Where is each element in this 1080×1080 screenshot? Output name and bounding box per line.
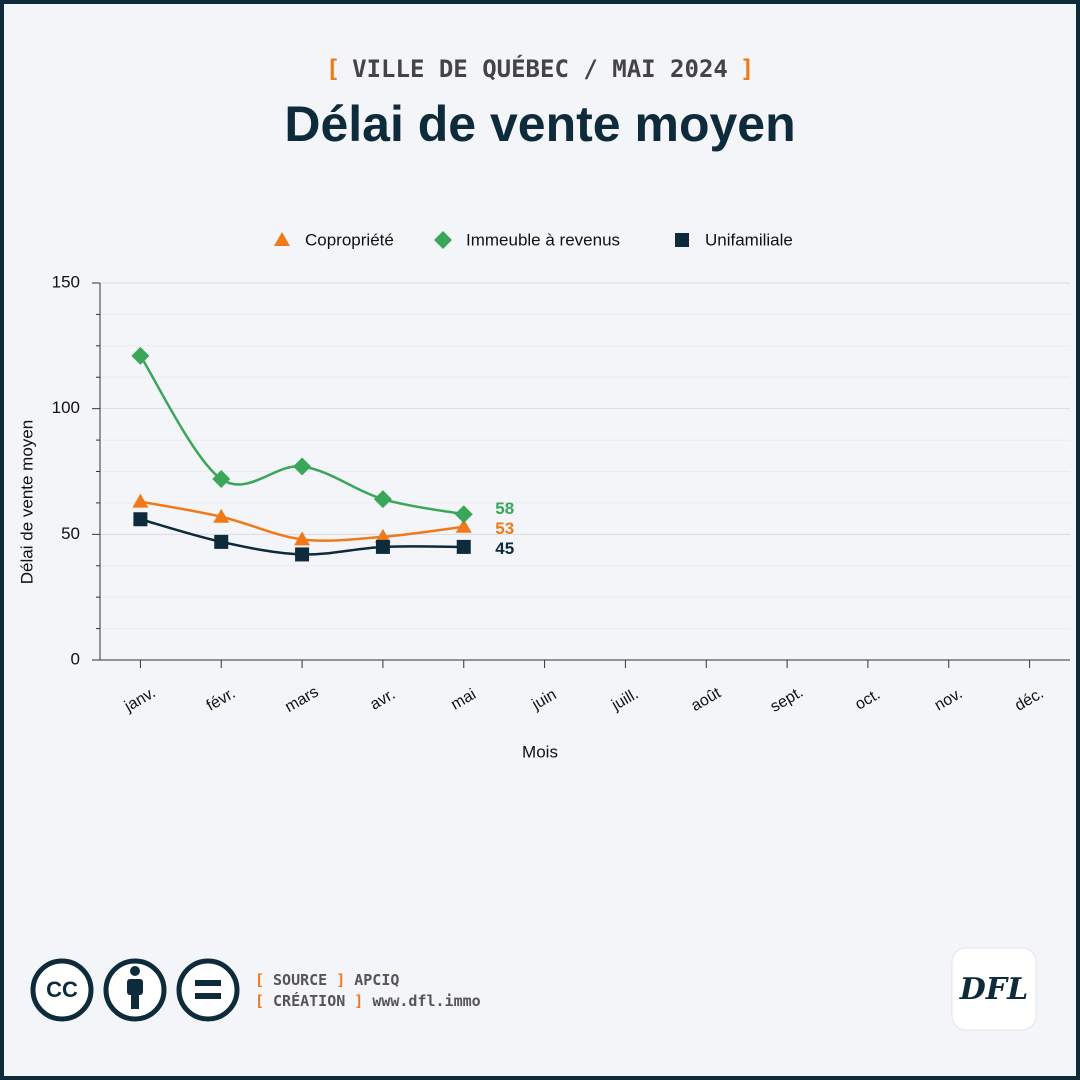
marker-triangle: [132, 493, 149, 508]
logo: DFL: [959, 972, 1028, 1007]
creation-line: [ CRÉATION] www.dfl.immo: [255, 991, 481, 1010]
bracket: ]: [354, 992, 363, 1010]
creation-label: CRÉATION: [273, 991, 345, 1010]
y-tick-label: 0: [71, 649, 80, 668]
bracket: ]: [740, 55, 754, 83]
by-body: [127, 979, 143, 995]
marker-triangle: [455, 518, 472, 533]
marker-square: [133, 512, 148, 527]
logo-box: [951, 947, 1037, 1031]
marker-triangle: [374, 528, 391, 543]
source-line: [ SOURCE] APCIQ: [255, 971, 399, 989]
marker-diamond: [293, 457, 312, 476]
y-axis-label: Délai de vente moyen: [17, 420, 36, 584]
y-tick-label: 100: [52, 398, 80, 417]
legend-label: Immeuble à revenus: [466, 230, 620, 249]
legend-label: Copropriété: [305, 230, 394, 249]
subtitle-line: [ VILLE DE QUÉBEC / MAI 2024]: [326, 54, 755, 83]
source-label: SOURCE: [273, 971, 327, 989]
by-legs: [131, 993, 139, 1009]
bracket: [: [255, 971, 264, 989]
source: APCIQ: [354, 971, 399, 989]
value-label: 58: [495, 499, 514, 518]
x-axis-label: Mois: [522, 742, 558, 761]
marker-square: [295, 547, 310, 562]
nd-bar: [195, 980, 221, 986]
cc-icon: [30, 958, 94, 1022]
bracket: [: [255, 992, 264, 1010]
marker-diamond: [373, 490, 392, 509]
subtitle: VILLE DE QUÉBEC / MAI 2024: [352, 54, 728, 83]
marker-diamond: [212, 470, 231, 489]
by-head: [130, 966, 140, 976]
bracket: ]: [336, 971, 345, 989]
marker-triangle: [294, 531, 311, 546]
value-label: 45: [495, 539, 514, 558]
chart-title: Délai de vente moyen: [284, 96, 795, 152]
y-tick-label: 50: [61, 524, 80, 543]
legend-label: Unifamiliale: [705, 230, 793, 249]
nd-icon: [176, 958, 240, 1022]
marker-triangle: [274, 232, 290, 246]
marker-diamond: [434, 231, 452, 249]
marker-triangle: [213, 508, 230, 523]
y-tick-label: 150: [52, 272, 80, 291]
marker-square: [456, 539, 471, 554]
marker-diamond: [131, 346, 150, 365]
nd-bar: [195, 993, 221, 999]
marker-diamond: [454, 505, 473, 524]
value-label: 53: [495, 519, 514, 538]
bracket: [: [326, 55, 340, 83]
creation: www.dfl.immo: [372, 992, 480, 1010]
marker-square: [675, 233, 689, 247]
cc-text: CC: [46, 977, 78, 1002]
marker-square: [375, 539, 390, 554]
marker-square: [214, 534, 229, 549]
